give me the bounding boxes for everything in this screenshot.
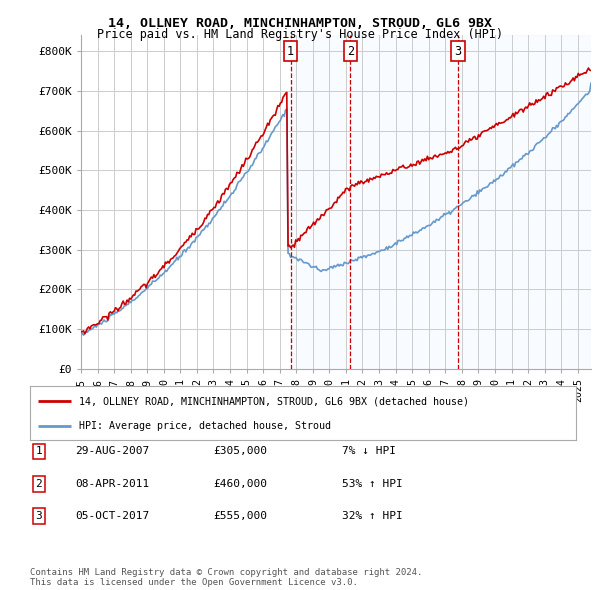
Text: 08-APR-2011: 08-APR-2011 [75,479,149,489]
Text: 2: 2 [347,45,354,58]
Text: HPI: Average price, detached house, Stroud: HPI: Average price, detached house, Stro… [79,421,331,431]
Text: Contains HM Land Registry data © Crown copyright and database right 2024.
This d: Contains HM Land Registry data © Crown c… [30,568,422,587]
Text: Price paid vs. HM Land Registry's House Price Index (HPI): Price paid vs. HM Land Registry's House … [97,28,503,41]
Text: 05-OCT-2017: 05-OCT-2017 [75,512,149,521]
Text: 14, OLLNEY ROAD, MINCHINHAMPTON, STROUD, GL6 9BX: 14, OLLNEY ROAD, MINCHINHAMPTON, STROUD,… [108,17,492,30]
Bar [290,35,350,369]
Text: 1: 1 [35,447,43,456]
Bar [458,35,591,369]
Text: 2: 2 [35,479,43,489]
Bar [350,35,458,369]
Text: 7% ↓ HPI: 7% ↓ HPI [342,447,396,456]
Text: 32% ↑ HPI: 32% ↑ HPI [342,512,403,521]
Text: £555,000: £555,000 [213,512,267,521]
Text: 14, OLLNEY ROAD, MINCHINHAMPTON, STROUD, GL6 9BX (detached house): 14, OLLNEY ROAD, MINCHINHAMPTON, STROUD,… [79,396,469,407]
Text: 29-AUG-2007: 29-AUG-2007 [75,447,149,456]
Text: 1: 1 [287,45,294,58]
Text: £305,000: £305,000 [213,447,267,456]
Text: 3: 3 [35,512,43,521]
Text: £460,000: £460,000 [213,479,267,489]
Text: 3: 3 [454,45,461,58]
Text: 53% ↑ HPI: 53% ↑ HPI [342,479,403,489]
